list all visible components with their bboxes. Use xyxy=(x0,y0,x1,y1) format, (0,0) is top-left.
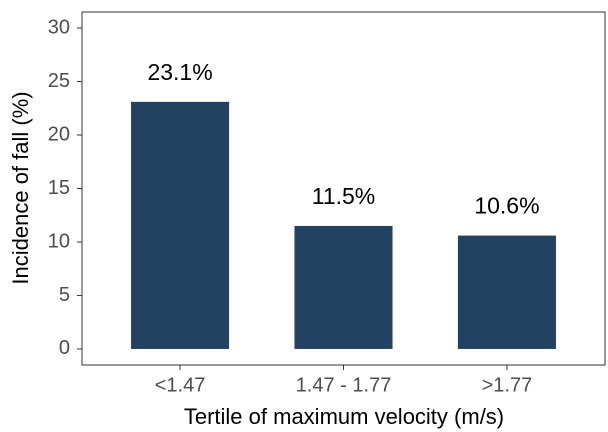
panel-border xyxy=(81,11,606,366)
y-tick-label: 0 xyxy=(59,337,70,359)
x-tick-label: 1.47 - 1.77 xyxy=(296,374,392,396)
y-tick-label: 15 xyxy=(48,177,70,199)
x-tick-label: >1.77 xyxy=(482,374,533,396)
bar xyxy=(457,235,556,349)
y-tick-label: 10 xyxy=(48,230,70,252)
x-axis-title: Tertile of maximum velocity (m/s) xyxy=(184,404,504,429)
value-label: 11.5% xyxy=(312,183,376,209)
y-tick-label: 5 xyxy=(59,284,70,306)
y-tick-label: 25 xyxy=(48,70,70,92)
x-tick-label: <1.47 xyxy=(155,374,206,396)
bar xyxy=(294,225,393,349)
bar xyxy=(131,101,230,349)
value-label: 23.1% xyxy=(147,59,212,85)
y-tick-label: 30 xyxy=(48,16,70,38)
value-label: 10.6% xyxy=(474,193,539,219)
y-tick-label: 20 xyxy=(48,123,70,145)
y-axis-title: Incidence of fall (%) xyxy=(8,91,33,284)
